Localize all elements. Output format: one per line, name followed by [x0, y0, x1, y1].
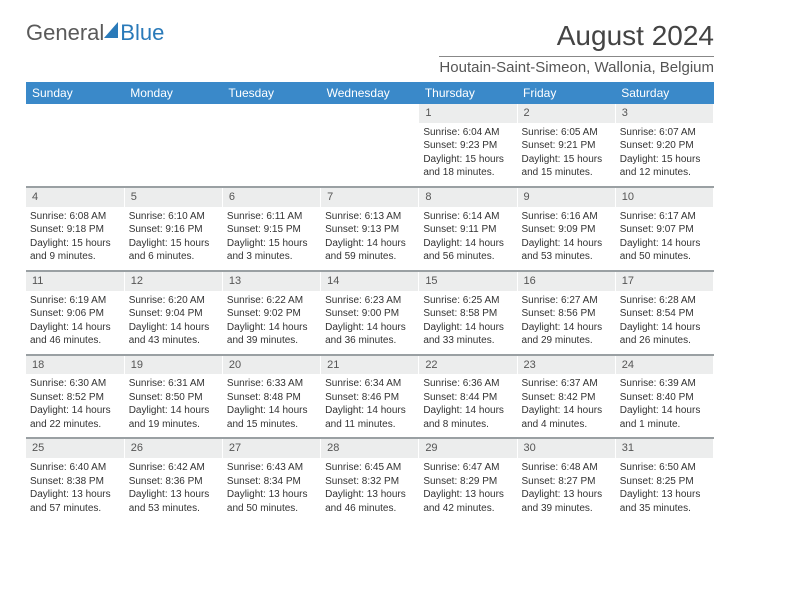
- day-number-cell: 16: [517, 271, 615, 291]
- day-detail-cell: [321, 123, 419, 187]
- detail-row: Sunrise: 6:08 AMSunset: 9:18 PMDaylight:…: [26, 207, 714, 271]
- day-number-cell: 31: [615, 438, 713, 458]
- detail-row: Sunrise: 6:40 AMSunset: 8:38 PMDaylight:…: [26, 458, 714, 521]
- weekday-header: Monday: [124, 82, 222, 104]
- day-detail-cell: Sunrise: 6:07 AMSunset: 9:20 PMDaylight:…: [615, 123, 713, 187]
- day-number-cell: 29: [419, 438, 517, 458]
- day-detail-cell: Sunrise: 6:25 AMSunset: 8:58 PMDaylight:…: [419, 291, 517, 355]
- day-detail-cell: Sunrise: 6:48 AMSunset: 8:27 PMDaylight:…: [517, 458, 615, 521]
- day-detail-cell: Sunrise: 6:19 AMSunset: 9:06 PMDaylight:…: [26, 291, 124, 355]
- daynum-row: 123: [26, 104, 714, 123]
- day-number-cell: 17: [615, 271, 713, 291]
- day-detail-cell: Sunrise: 6:11 AMSunset: 9:15 PMDaylight:…: [222, 207, 320, 271]
- day-detail-cell: Sunrise: 6:23 AMSunset: 9:00 PMDaylight:…: [321, 291, 419, 355]
- day-detail-cell: Sunrise: 6:31 AMSunset: 8:50 PMDaylight:…: [124, 374, 222, 438]
- day-number-cell: 3: [615, 104, 713, 123]
- weekday-header-row: Sunday Monday Tuesday Wednesday Thursday…: [26, 82, 714, 104]
- calendar-table: Sunday Monday Tuesday Wednesday Thursday…: [26, 82, 714, 521]
- day-number-cell: 1: [419, 104, 517, 123]
- day-detail-cell: Sunrise: 6:10 AMSunset: 9:16 PMDaylight:…: [124, 207, 222, 271]
- day-detail-cell: Sunrise: 6:36 AMSunset: 8:44 PMDaylight:…: [419, 374, 517, 438]
- detail-row: Sunrise: 6:04 AMSunset: 9:23 PMDaylight:…: [26, 123, 714, 187]
- day-number-cell: 2: [517, 104, 615, 123]
- day-number-cell: 21: [321, 355, 419, 375]
- detail-row: Sunrise: 6:19 AMSunset: 9:06 PMDaylight:…: [26, 291, 714, 355]
- day-detail-cell: [124, 123, 222, 187]
- weekday-header: Tuesday: [222, 82, 320, 104]
- day-number-cell: 8: [419, 187, 517, 207]
- day-number-cell: 14: [321, 271, 419, 291]
- day-detail-cell: Sunrise: 6:13 AMSunset: 9:13 PMDaylight:…: [321, 207, 419, 271]
- day-detail-cell: Sunrise: 6:33 AMSunset: 8:48 PMDaylight:…: [222, 374, 320, 438]
- weekday-header: Wednesday: [321, 82, 419, 104]
- brand-part1: General: [26, 20, 104, 46]
- day-number-cell: 24: [615, 355, 713, 375]
- day-number-cell: 30: [517, 438, 615, 458]
- day-number-cell: 18: [26, 355, 124, 375]
- day-detail-cell: Sunrise: 6:28 AMSunset: 8:54 PMDaylight:…: [615, 291, 713, 355]
- day-number-cell: 15: [419, 271, 517, 291]
- day-detail-cell: Sunrise: 6:30 AMSunset: 8:52 PMDaylight:…: [26, 374, 124, 438]
- day-detail-cell: Sunrise: 6:47 AMSunset: 8:29 PMDaylight:…: [419, 458, 517, 521]
- day-number-cell: 9: [517, 187, 615, 207]
- day-number-cell: 25: [26, 438, 124, 458]
- day-number-cell: 26: [124, 438, 222, 458]
- day-detail-cell: Sunrise: 6:42 AMSunset: 8:36 PMDaylight:…: [124, 458, 222, 521]
- day-number-cell: 12: [124, 271, 222, 291]
- day-number-cell: [124, 104, 222, 123]
- day-number-cell: 23: [517, 355, 615, 375]
- day-number-cell: 7: [321, 187, 419, 207]
- day-detail-cell: Sunrise: 6:37 AMSunset: 8:42 PMDaylight:…: [517, 374, 615, 438]
- day-detail-cell: Sunrise: 6:05 AMSunset: 9:21 PMDaylight:…: [517, 123, 615, 187]
- daynum-row: 45678910: [26, 187, 714, 207]
- day-detail-cell: Sunrise: 6:16 AMSunset: 9:09 PMDaylight:…: [517, 207, 615, 271]
- day-number-cell: 13: [222, 271, 320, 291]
- weekday-header: Saturday: [615, 82, 713, 104]
- day-detail-cell: Sunrise: 6:17 AMSunset: 9:07 PMDaylight:…: [615, 207, 713, 271]
- day-number-cell: 27: [222, 438, 320, 458]
- day-detail-cell: Sunrise: 6:20 AMSunset: 9:04 PMDaylight:…: [124, 291, 222, 355]
- day-number-cell: 11: [26, 271, 124, 291]
- detail-row: Sunrise: 6:30 AMSunset: 8:52 PMDaylight:…: [26, 374, 714, 438]
- day-number-cell: 22: [419, 355, 517, 375]
- day-detail-cell: Sunrise: 6:40 AMSunset: 8:38 PMDaylight:…: [26, 458, 124, 521]
- day-number-cell: 6: [222, 187, 320, 207]
- day-detail-cell: Sunrise: 6:50 AMSunset: 8:25 PMDaylight:…: [615, 458, 713, 521]
- day-number-cell: 28: [321, 438, 419, 458]
- day-detail-cell: [222, 123, 320, 187]
- day-detail-cell: Sunrise: 6:22 AMSunset: 9:02 PMDaylight:…: [222, 291, 320, 355]
- day-detail-cell: [26, 123, 124, 187]
- day-number-cell: 4: [26, 187, 124, 207]
- day-number-cell: 5: [124, 187, 222, 207]
- day-detail-cell: Sunrise: 6:27 AMSunset: 8:56 PMDaylight:…: [517, 291, 615, 355]
- brand-part2: Blue: [120, 20, 164, 46]
- header: General Blue August 2024 Houtain-Saint-S…: [26, 20, 714, 76]
- weekday-header: Thursday: [419, 82, 517, 104]
- weekday-header: Friday: [517, 82, 615, 104]
- daynum-row: 18192021222324: [26, 355, 714, 375]
- day-detail-cell: Sunrise: 6:39 AMSunset: 8:40 PMDaylight:…: [615, 374, 713, 438]
- month-title: August 2024: [439, 20, 714, 52]
- day-detail-cell: Sunrise: 6:08 AMSunset: 9:18 PMDaylight:…: [26, 207, 124, 271]
- title-block: August 2024 Houtain-Saint-Simeon, Wallon…: [439, 20, 714, 76]
- day-number-cell: [222, 104, 320, 123]
- day-number-cell: 10: [615, 187, 713, 207]
- daynum-row: 11121314151617: [26, 271, 714, 291]
- day-detail-cell: Sunrise: 6:43 AMSunset: 8:34 PMDaylight:…: [222, 458, 320, 521]
- day-detail-cell: Sunrise: 6:04 AMSunset: 9:23 PMDaylight:…: [419, 123, 517, 187]
- day-detail-cell: Sunrise: 6:34 AMSunset: 8:46 PMDaylight:…: [321, 374, 419, 438]
- location: Houtain-Saint-Simeon, Wallonia, Belgium: [439, 56, 714, 76]
- weekday-header: Sunday: [26, 82, 124, 104]
- day-number-cell: [26, 104, 124, 123]
- day-number-cell: 19: [124, 355, 222, 375]
- day-detail-cell: Sunrise: 6:45 AMSunset: 8:32 PMDaylight:…: [321, 458, 419, 521]
- day-detail-cell: Sunrise: 6:14 AMSunset: 9:11 PMDaylight:…: [419, 207, 517, 271]
- day-number-cell: [321, 104, 419, 123]
- daynum-row: 25262728293031: [26, 438, 714, 458]
- brand-logo: General Blue: [26, 20, 164, 46]
- brand-triangle-icon: [104, 22, 118, 38]
- day-number-cell: 20: [222, 355, 320, 375]
